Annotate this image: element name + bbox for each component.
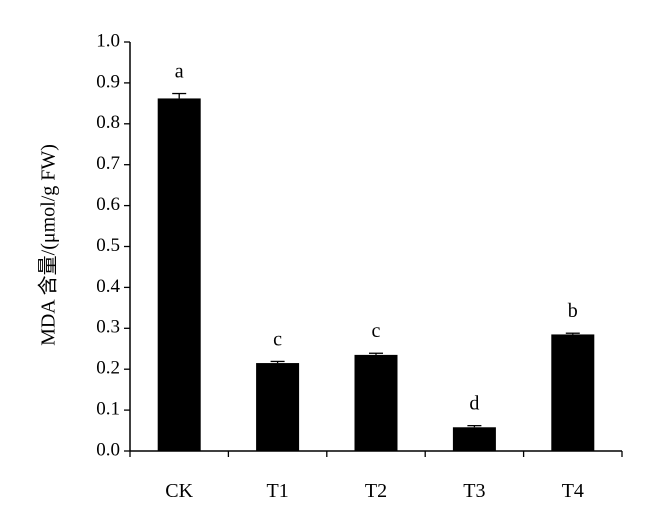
axes (129, 42, 623, 457)
x-tick-label: T1 (266, 480, 288, 502)
significance-label: d (469, 393, 479, 415)
significance-label: b (568, 300, 578, 322)
y-tick-label: 0.0 (96, 439, 120, 460)
y-tick-label: 0.1 (96, 398, 120, 419)
x-tick-label: CK (165, 480, 193, 502)
bar-t3 (452, 427, 496, 451)
bar-t2 (354, 354, 398, 451)
bar-t1 (256, 363, 300, 451)
y-tick-label: 0.2 (96, 358, 120, 379)
x-tick-label: T3 (463, 480, 485, 502)
bars: a c c d b (157, 61, 595, 451)
category-labels: CK T1 T2 T3 T4 (165, 480, 584, 502)
x-tick-label: T2 (365, 480, 387, 502)
y-tick-label: 0.5 (96, 235, 120, 256)
bar-t4 (551, 334, 595, 451)
y-tick-label: 1.0 (96, 30, 120, 51)
y-tick-label: 0.4 (96, 276, 120, 297)
significance-label: a (175, 61, 184, 83)
y-axis-title: MDA 含量/(μmol/g FW) (37, 144, 60, 346)
y-tick-label: 0.7 (96, 153, 120, 174)
significance-label: c (372, 320, 381, 342)
y-axis-ticks: 0.0 0.1 0.2 0.3 0.4 0.5 0.6 0.7 0.8 0.9 1.0 (96, 30, 130, 460)
y-tick-label: 0.9 (96, 71, 120, 92)
bar-ck (157, 98, 201, 451)
y-tick-label: 0.3 (96, 317, 120, 338)
x-tick-label: T4 (562, 480, 584, 502)
significance-label: c (273, 328, 282, 350)
y-tick-label: 0.8 (96, 112, 120, 133)
y-tick-label: 0.6 (96, 194, 120, 215)
